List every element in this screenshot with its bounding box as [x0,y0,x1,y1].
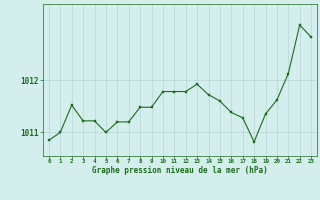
X-axis label: Graphe pression niveau de la mer (hPa): Graphe pression niveau de la mer (hPa) [92,166,268,175]
